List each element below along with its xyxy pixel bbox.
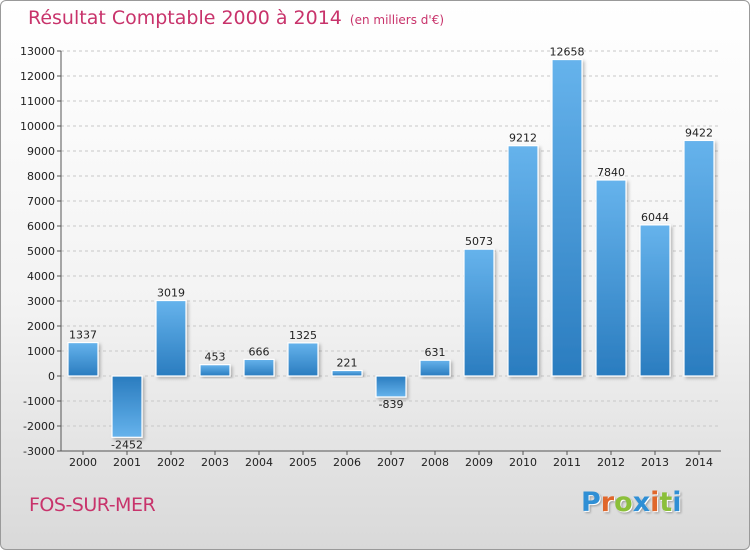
x-tick-label: 2005: [289, 456, 317, 469]
bar: [595, 179, 627, 377]
logo-letter: t: [659, 487, 673, 518]
bar-value-label: 5073: [465, 235, 493, 248]
x-tick-label: 2010: [509, 456, 537, 469]
bar-value-label: -839: [379, 398, 404, 411]
logo-letter: i: [672, 487, 682, 518]
chart-title-text: Résultat Comptable 2000 à 2014: [28, 7, 342, 29]
bar: [331, 369, 363, 377]
bar: [419, 359, 451, 377]
x-tick-label: 2009: [465, 456, 493, 469]
bar-value-label: 9212: [509, 132, 537, 145]
y-tick-label: -1000: [23, 395, 55, 408]
bar-value-label: -2452: [111, 438, 143, 451]
plot-area: -3000 -2000 -1000 0 1000 2000 3000 4000 5000 6000…: [20, 45, 721, 469]
x-tick-label: 2012: [597, 456, 625, 469]
x-tick-label: 2008: [421, 456, 449, 469]
bar: [507, 145, 539, 377]
bar-value-label: 221: [337, 356, 358, 369]
bar-value-label: 3019: [157, 287, 185, 300]
bar: [375, 375, 407, 398]
bar: [243, 358, 275, 377]
y-tick-label: 2000: [27, 320, 55, 333]
x-tick-label: 2003: [201, 456, 229, 469]
x-tick-label: 2011: [553, 456, 581, 469]
bar-value-label: 1337: [69, 329, 97, 342]
logo-letter: i: [650, 487, 660, 518]
y-tick-label: 8000: [27, 170, 55, 183]
y-tick-label: 10000: [20, 120, 55, 133]
bar-value-label: 453: [205, 351, 226, 364]
bar: [155, 299, 187, 377]
bar: [463, 248, 495, 377]
x-tick-label: 2013: [641, 456, 669, 469]
logo-letter: o: [614, 487, 633, 518]
x-tick-label: 2000: [69, 456, 97, 469]
bar: [639, 224, 671, 377]
chart-title: Résultat Comptable 2000 à 2014 (en millie…: [28, 7, 444, 29]
y-tick-label: 13000: [20, 45, 55, 58]
x-tick-label: 2007: [377, 456, 405, 469]
y-tick-label: 9000: [27, 145, 55, 158]
y-tick-label: 0: [48, 370, 55, 383]
y-tick-label: 3000: [27, 295, 55, 308]
bar: [287, 342, 319, 377]
logo-letter: x: [632, 487, 651, 518]
x-tick-label: 2002: [157, 456, 185, 469]
proxiti-logo: Proxiti: [581, 487, 682, 518]
y-tick-label: 12000: [20, 70, 55, 83]
logo-letter: r: [600, 487, 615, 518]
bar-value-label: 666: [249, 345, 270, 358]
bar-value-label: 12658: [550, 46, 585, 59]
bar: [551, 58, 583, 377]
bar-value-label: 1325: [289, 329, 317, 342]
y-tick-label: 1000: [27, 345, 55, 358]
y-tick-label: -2000: [23, 420, 55, 433]
x-tick-label: 2006: [333, 456, 361, 469]
y-tick-label: 11000: [20, 95, 55, 108]
bar-value-label: 7840: [597, 166, 625, 179]
y-tick-label: 4000: [27, 270, 55, 283]
y-tick-label: -3000: [23, 445, 55, 458]
y-tick-label: 6000: [27, 220, 55, 233]
bar: [199, 364, 231, 377]
bar-value-label: 9422: [685, 126, 713, 139]
y-tick-label: 7000: [27, 195, 55, 208]
chart-subtitle: (en milliers d'€): [349, 13, 445, 27]
logo-letter: P: [581, 487, 601, 518]
y-tick-label: 5000: [27, 245, 55, 258]
bar-value-label: 631: [425, 346, 446, 359]
bar: [67, 341, 99, 377]
city-name: FOS-SUR-MER: [29, 494, 156, 516]
x-tick-label: 2014: [685, 456, 713, 469]
x-tick-label: 2004: [245, 456, 273, 469]
x-tick-label: 2001: [113, 456, 141, 469]
bar: [111, 375, 143, 438]
bar: [683, 139, 715, 377]
bar-value-label: 6044: [641, 211, 669, 224]
